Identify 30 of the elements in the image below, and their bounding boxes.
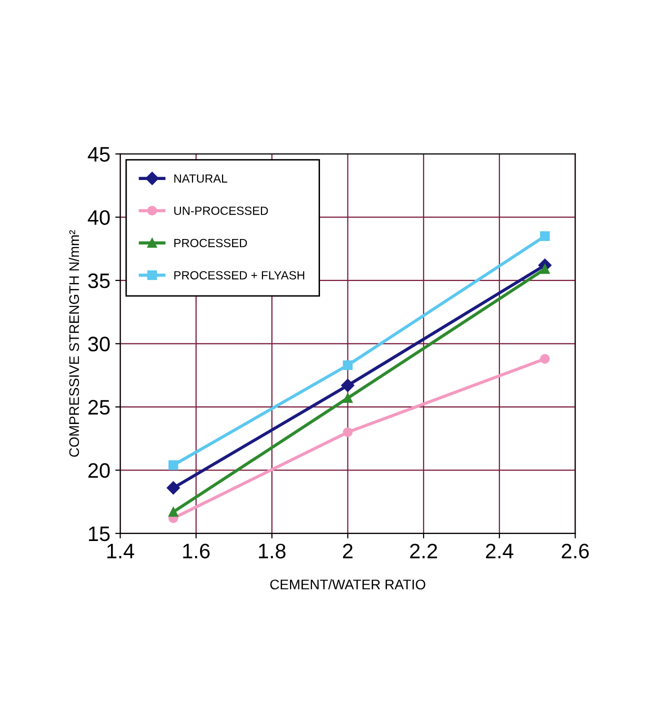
- point: [540, 264, 550, 274]
- point: [168, 460, 178, 470]
- y-tick-label: 15: [88, 526, 110, 542]
- x-tick-label: 2.2: [410, 544, 438, 558]
- y-tick-label: 45: [88, 147, 110, 162]
- point: [341, 378, 354, 392]
- x-tick-label: 2.6: [562, 544, 589, 558]
- y-tick-label: 20: [88, 463, 110, 478]
- y-axis-title: COMPRESSIVE STRENGTH N/mm²: [68, 230, 80, 457]
- legend-label: UN-PROCESSED: [174, 206, 268, 215]
- y-tick-label: 40: [88, 210, 110, 225]
- x-tick-label: 1.8: [259, 544, 286, 558]
- point: [342, 360, 353, 370]
- point: [540, 231, 550, 242]
- legend-label: PROCESSED + FLYASH: [174, 271, 304, 280]
- point: [342, 393, 353, 403]
- point: [540, 354, 550, 364]
- x-tick-label: 1.6: [183, 544, 210, 558]
- x-tick-label: 2.4: [486, 544, 514, 558]
- y-tick-label: 30: [88, 336, 110, 352]
- x-axis-title: CEMENT/WATER RATIO: [270, 579, 426, 590]
- point: [168, 507, 178, 517]
- point: [166, 481, 180, 494]
- x-tick-label: 1.4: [107, 544, 134, 558]
- legend-label: NATURAL: [174, 174, 228, 183]
- point: [342, 427, 353, 438]
- y-tick-label: 35: [88, 273, 110, 288]
- x-tick-label: 2: [343, 544, 352, 558]
- y-tick-label: 25: [88, 400, 110, 415]
- legend-label: PROCESSED: [174, 238, 247, 248]
